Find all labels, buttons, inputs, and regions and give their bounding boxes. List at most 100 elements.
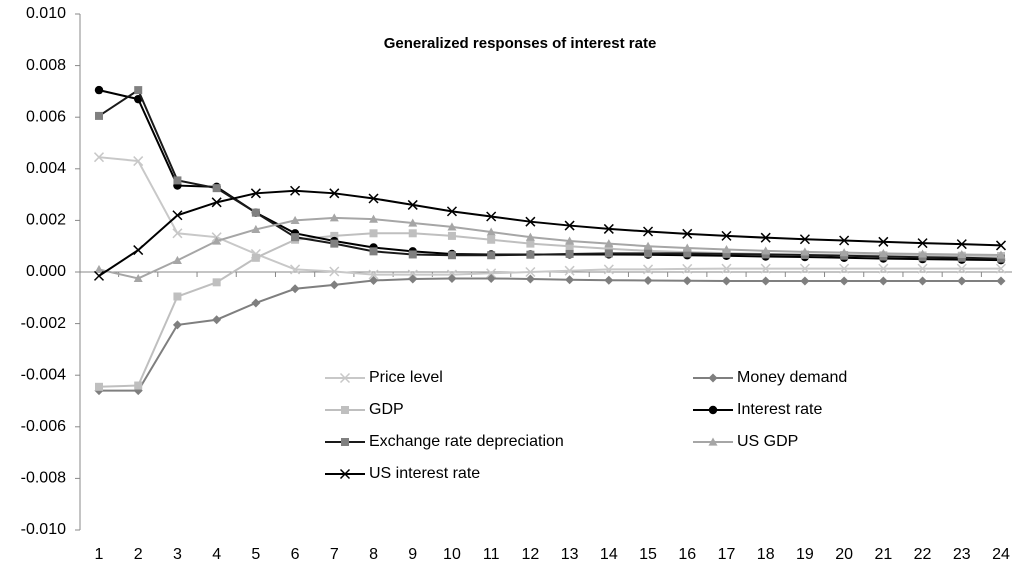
x-tick-label: 11 [483, 546, 500, 563]
marker [761, 246, 771, 255]
y-tick-label: -0.008 [21, 470, 66, 487]
marker [487, 235, 496, 244]
x-tick-label: 10 [443, 546, 461, 563]
marker [172, 228, 183, 239]
y-tick-label: 0.000 [26, 263, 66, 280]
x-tick-label: 21 [874, 546, 892, 563]
x-tick-label: 3 [173, 546, 182, 563]
marker [486, 227, 496, 236]
marker [604, 239, 614, 248]
legend-marker [339, 468, 351, 480]
marker [212, 278, 221, 287]
marker [447, 231, 456, 240]
x-tick-label: 19 [796, 546, 814, 563]
x-tick-label: 23 [953, 546, 971, 563]
marker [644, 249, 653, 258]
marker [643, 264, 654, 275]
marker [486, 211, 497, 222]
marker [212, 184, 221, 193]
marker [565, 242, 574, 251]
marker [133, 273, 143, 283]
x-tick-label: 6 [291, 546, 300, 563]
legend-marker [708, 437, 718, 446]
series-line [98, 88, 1002, 260]
marker [878, 263, 889, 274]
marker [918, 249, 928, 258]
marker [290, 264, 301, 275]
marker [565, 249, 574, 258]
x-tick-label: 2 [134, 546, 143, 563]
marker [525, 266, 536, 278]
legend-label: Price level [369, 369, 443, 386]
marker [604, 275, 614, 285]
marker [212, 236, 222, 245]
y-tick-label: 0.006 [26, 108, 66, 125]
marker [94, 264, 104, 274]
x-tick-label: 14 [600, 546, 618, 563]
marker [251, 253, 260, 262]
marker [95, 382, 103, 391]
marker [290, 284, 300, 294]
marker [447, 222, 457, 231]
marker [839, 276, 849, 286]
marker [682, 243, 692, 252]
marker [133, 245, 144, 256]
marker [722, 249, 731, 258]
marker [565, 236, 575, 245]
marker [564, 220, 575, 231]
y-tick-label: -0.004 [21, 366, 66, 383]
marker [251, 224, 261, 234]
marker [878, 276, 888, 286]
marker [957, 276, 967, 286]
marker [839, 248, 849, 257]
x-tick-label: 12 [521, 546, 539, 563]
marker [330, 239, 339, 248]
marker [369, 229, 378, 238]
marker [721, 276, 731, 286]
marker [603, 223, 614, 234]
marker [134, 86, 143, 95]
marker [761, 276, 771, 286]
marker [996, 276, 1006, 286]
legend-label: US GDP [737, 433, 798, 450]
marker [995, 263, 1007, 274]
marker [408, 229, 417, 238]
x-tick-label: 24 [992, 546, 1010, 563]
x-tick-label: 17 [718, 546, 736, 563]
marker [251, 208, 260, 217]
x-tick-label: 9 [408, 546, 417, 563]
x-tick-label: 13 [561, 546, 579, 563]
legend-label: Exchange rate depreciation [369, 433, 564, 450]
marker [995, 240, 1007, 251]
marker [486, 273, 496, 283]
marker [839, 263, 850, 274]
legend-marker [339, 372, 351, 384]
marker [211, 197, 222, 208]
marker [525, 216, 536, 227]
marker [447, 251, 456, 260]
marker [918, 276, 928, 286]
x-tick-label: 5 [251, 546, 260, 563]
marker [291, 233, 300, 242]
marker [329, 213, 339, 222]
series-line [98, 89, 1002, 262]
marker [604, 244, 613, 253]
legend-marker [341, 406, 349, 414]
marker [565, 275, 575, 285]
marker [95, 111, 103, 120]
y-tick-label: -0.006 [21, 418, 66, 435]
marker [682, 228, 693, 239]
marker [408, 274, 418, 284]
marker [134, 381, 143, 390]
series-line [98, 156, 1001, 276]
marker [799, 263, 810, 274]
marker [839, 235, 850, 246]
series-line [99, 277, 1001, 392]
marker [368, 269, 379, 280]
marker [408, 250, 417, 259]
series-line [98, 189, 1002, 277]
marker [173, 292, 182, 301]
y-tick-label: -0.002 [21, 315, 66, 332]
marker [761, 250, 770, 259]
marker [956, 263, 967, 274]
